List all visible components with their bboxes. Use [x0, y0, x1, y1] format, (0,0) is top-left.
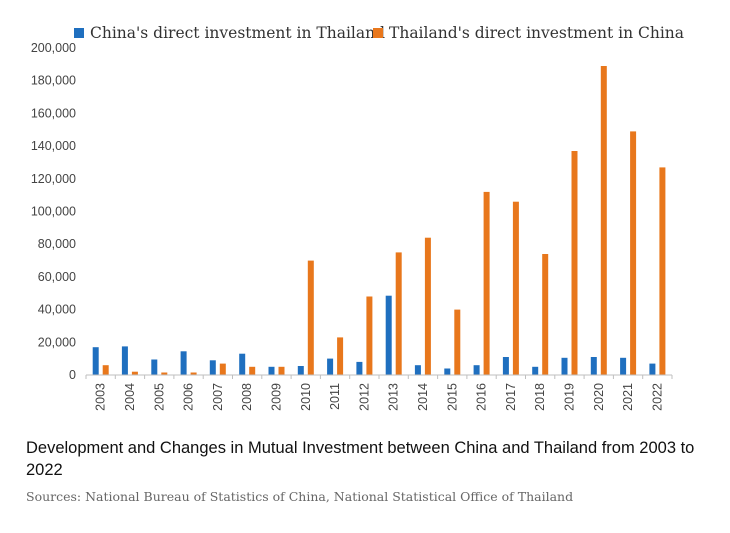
x-tick-label: 2016 [475, 383, 489, 411]
bar-thailand-2016 [483, 191, 490, 375]
y-tick-label: 80,000 [38, 237, 76, 251]
legend-label-thailand: Thailand's direct investment in China [389, 24, 684, 42]
y-tick-label: 100,000 [31, 205, 76, 219]
bar-china-2005 [151, 359, 158, 375]
figure-source: Sources: National Bureau of Statistics o… [26, 489, 574, 504]
bar-thailand-2012 [366, 296, 373, 375]
y-tick-label: 0 [69, 368, 76, 382]
x-tick-label: 2018 [533, 383, 547, 411]
bar-thailand-2011 [337, 337, 344, 375]
bar-thailand-2015 [454, 309, 461, 375]
y-tick-label: 120,000 [31, 172, 76, 186]
bar-thailand-2019 [571, 151, 578, 375]
bar-thailand-2021 [630, 131, 637, 375]
x-tick-label: 2006 [182, 383, 196, 411]
y-tick-label: 140,000 [31, 139, 76, 153]
x-tick-label: 2013 [387, 383, 401, 411]
bar-china-2020 [590, 357, 597, 375]
y-axis-ticks: 0 20,000 40,000 60,000 80,000 100,000 120,000 1… [31, 41, 76, 382]
bar-thailand-2013 [395, 252, 402, 375]
bar-china-2013 [385, 295, 392, 375]
bar-thailand-2020 [600, 66, 607, 375]
y-tick-label: 60,000 [38, 270, 76, 284]
bar-thailand-2010 [307, 260, 314, 375]
y-tick-label: 160,000 [31, 106, 76, 120]
bar-china-2008 [239, 353, 246, 375]
x-tick-label: 2017 [504, 383, 518, 411]
x-tick-label: 2004 [123, 383, 137, 411]
y-tick-label: 200,000 [31, 41, 76, 55]
bar-thailand-2005 [161, 372, 168, 375]
bar-thailand-2004 [131, 371, 138, 375]
figure-caption: Development and Changes in Mutual Invest… [26, 439, 695, 479]
chart: China's direct investment in Thailand Th… [31, 24, 684, 411]
bar-china-2022 [649, 363, 656, 375]
x-tick-label: 2014 [416, 383, 430, 411]
bar-thailand-2009 [278, 366, 285, 375]
bar-thailand-2007 [219, 363, 226, 375]
bar-thailand-2022 [659, 167, 666, 375]
legend-swatch-china [74, 28, 84, 38]
legend-label-china: China's direct investment in Thailand [90, 24, 385, 42]
bar-china-2018 [532, 366, 539, 375]
bar-thailand-2008 [249, 366, 256, 375]
x-tick-label: 2007 [211, 383, 225, 411]
bars [92, 66, 666, 375]
x-tick-label: 2008 [240, 383, 254, 411]
bar-china-2012 [356, 361, 363, 375]
bar-thailand-2014 [424, 237, 431, 375]
legend-swatch-thailand [373, 28, 383, 38]
bar-china-2006 [180, 351, 187, 375]
x-tick-label: 2021 [621, 383, 635, 411]
bar-thailand-2006 [190, 372, 197, 375]
bar-china-2004 [121, 346, 128, 375]
bar-thailand-2003 [102, 365, 109, 375]
x-tick-label: 2019 [562, 383, 576, 411]
bar-thailand-2018 [542, 254, 549, 375]
x-tick-label: 2011 [328, 383, 342, 410]
bar-china-2014 [414, 365, 421, 375]
y-tick-label: 40,000 [38, 303, 76, 317]
x-tick-label: 2020 [592, 383, 606, 411]
x-tick-label: 2010 [299, 383, 313, 411]
bar-china-2021 [620, 357, 627, 375]
bar-china-2011 [327, 358, 334, 375]
x-tick-label: 2005 [152, 383, 166, 411]
legend: China's direct investment in Thailand Th… [74, 24, 684, 42]
bar-china-2019 [561, 357, 568, 375]
bar-china-2007 [209, 360, 216, 375]
bar-china-2017 [502, 357, 509, 375]
bar-china-2015 [444, 368, 451, 375]
x-tick-label: 2012 [357, 383, 371, 411]
bar-china-2010 [297, 366, 304, 375]
bar-china-2003 [92, 347, 99, 375]
y-tick-label: 20,000 [38, 335, 76, 349]
x-tick-label: 2022 [650, 383, 664, 411]
bar-china-2016 [473, 365, 480, 375]
x-axis-ticks: 2003 2004 2005 2006 2007 2008 2009 2010 2011 2012… [85, 375, 673, 411]
y-tick-label: 180,000 [31, 74, 76, 88]
bar-thailand-2017 [512, 201, 519, 375]
x-tick-label: 2015 [445, 383, 459, 411]
x-tick-label: 2009 [269, 383, 283, 411]
bar-china-2009 [268, 366, 275, 375]
x-tick-label: 2003 [94, 383, 108, 411]
